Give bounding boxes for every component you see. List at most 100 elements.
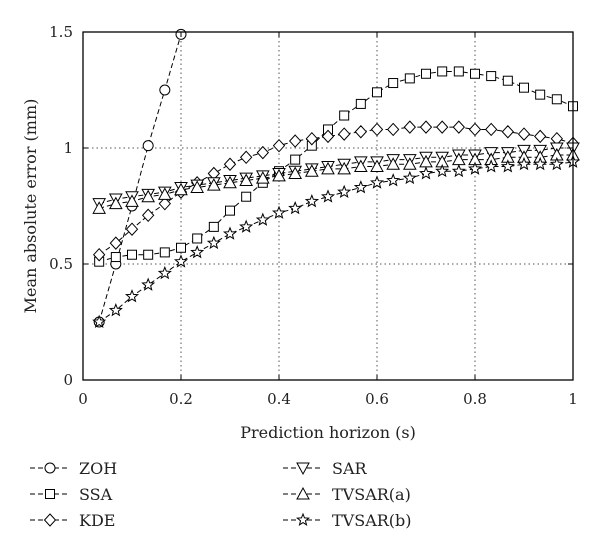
- legend-label: KDE: [79, 511, 115, 530]
- legend-label: SSA: [79, 485, 113, 504]
- legend-label: TVSAR(a): [332, 485, 411, 504]
- data-point-tvsar-b: [288, 200, 303, 215]
- data-point-kde: [386, 122, 400, 137]
- data-point-kde: [452, 120, 466, 134]
- legend-marker: [43, 513, 57, 527]
- data-point-tvsar-b: [549, 156, 564, 171]
- data-point-tvsar-b: [484, 159, 499, 173]
- data-point-ssa: [437, 66, 448, 77]
- x-tick-label: 0: [78, 390, 88, 408]
- data-point-tvsar-a: [419, 154, 433, 168]
- y-tick-label: 1.5: [49, 23, 73, 41]
- series-markers: [92, 28, 581, 328]
- data-point-tvsar-b: [320, 189, 336, 203]
- data-point-tvsar-b: [124, 289, 140, 303]
- y-tick-label: 0: [63, 371, 73, 389]
- legend-item-tvsar-b: TVSAR(b): [283, 511, 412, 530]
- data-point-ssa: [192, 233, 203, 244]
- data-point-tvsar-a: [321, 161, 335, 175]
- data-point-tvsar-b: [500, 159, 515, 173]
- series-lines: [98, 34, 574, 323]
- series-markers-ssa: [94, 66, 578, 267]
- data-point-tvsar-b: [92, 314, 107, 328]
- data-point-tvsar-a: [141, 189, 156, 203]
- data-point-tvsar-a: [157, 187, 172, 200]
- data-point-ssa: [486, 71, 497, 82]
- data-point-kde: [125, 222, 139, 236]
- data-point-ssa: [404, 73, 415, 84]
- data-point-tvsar-b: [239, 219, 254, 233]
- x-tick-label: 0.2: [169, 390, 193, 408]
- legend-marker: [296, 462, 310, 476]
- series-line-tvsar-b: [98, 161, 574, 323]
- data-point-tvsar-a: [190, 180, 205, 193]
- legend-item-ssa: SSA: [30, 485, 113, 504]
- legend-item-sar: SAR: [283, 459, 368, 478]
- data-point-tvsar-a: [386, 157, 401, 170]
- data-point-tvsar-a: [108, 196, 123, 210]
- data-point-tvsar-a: [223, 175, 237, 189]
- data-point-ssa: [388, 78, 399, 89]
- data-point-ssa: [535, 89, 546, 100]
- data-point-tvsar-a: [239, 173, 254, 186]
- data-point-tvsar-a: [288, 166, 303, 180]
- data-point-kde: [141, 208, 155, 223]
- data-point-tvsar-b: [255, 212, 270, 226]
- data-point-zoh: [159, 84, 171, 96]
- data-point-tvsar-b: [190, 245, 205, 259]
- series-line-zoh: [98, 34, 182, 323]
- data-point-tvsar-b: [369, 175, 385, 189]
- data-point-ssa: [470, 68, 480, 79]
- data-point-tvsar-b: [402, 170, 417, 185]
- data-point-tvsar-b: [157, 265, 172, 280]
- axis-ticks: [82, 31, 574, 381]
- data-point-kde: [468, 122, 482, 137]
- data-point-kde: [517, 127, 531, 141]
- data-point-kde: [337, 127, 351, 141]
- data-point-kde: [435, 120, 449, 134]
- legend-label: ZOH: [79, 459, 117, 478]
- data-point-ssa: [421, 68, 431, 79]
- data-point-tvsar-b: [304, 193, 319, 208]
- data-point-tvsar-b: [271, 205, 287, 219]
- data-point-tvsar-b: [353, 180, 368, 194]
- data-point-tvsar-b: [108, 303, 123, 317]
- data-point-tvsar-a: [174, 182, 188, 196]
- data-point-kde: [92, 247, 106, 262]
- data-point-kde: [484, 122, 498, 137]
- series-markers-tvsar-b: [92, 154, 581, 328]
- data-point-ssa: [159, 247, 170, 258]
- data-point-ssa: [339, 110, 350, 121]
- data-point-ssa: [143, 249, 154, 260]
- legend-marker: [295, 512, 311, 526]
- data-point-kde: [239, 150, 253, 165]
- data-point-ssa: [241, 191, 252, 202]
- data-point-kde: [533, 129, 547, 144]
- legend-marker: [296, 486, 310, 500]
- legend-item-zoh: ZOH: [30, 459, 117, 478]
- data-point-tvsar-b: [173, 254, 189, 268]
- data-point-tvsar-a: [353, 159, 368, 173]
- tick-labels: 0 0.2 0.4 0.6 0.8 1 0 0.5 1 1.5: [49, 23, 578, 408]
- data-point-tvsar-b: [206, 235, 221, 250]
- data-point-tvsar-b: [141, 277, 156, 291]
- data-point-tvsar-a: [337, 161, 352, 175]
- series-markers-zoh: [93, 28, 187, 328]
- data-point-ssa: [372, 87, 382, 98]
- data-point-ssa: [551, 94, 562, 105]
- data-point-tvsar-b: [467, 161, 483, 175]
- data-point-kde: [321, 129, 335, 144]
- data-point-kde: [223, 157, 237, 171]
- x-tick-label: 0.6: [365, 390, 389, 408]
- data-point-ssa: [176, 242, 186, 253]
- x-tick-label: 0.4: [267, 390, 291, 408]
- data-point-kde: [370, 122, 384, 137]
- data-point-tvsar-b: [386, 173, 401, 187]
- x-tick-label: 1: [568, 390, 578, 408]
- y-tick-label: 0.5: [49, 255, 73, 273]
- data-point-ssa: [110, 252, 121, 263]
- data-point-kde: [288, 134, 302, 148]
- data-point-tvsar-a: [92, 201, 107, 214]
- data-point-kde: [109, 236, 123, 250]
